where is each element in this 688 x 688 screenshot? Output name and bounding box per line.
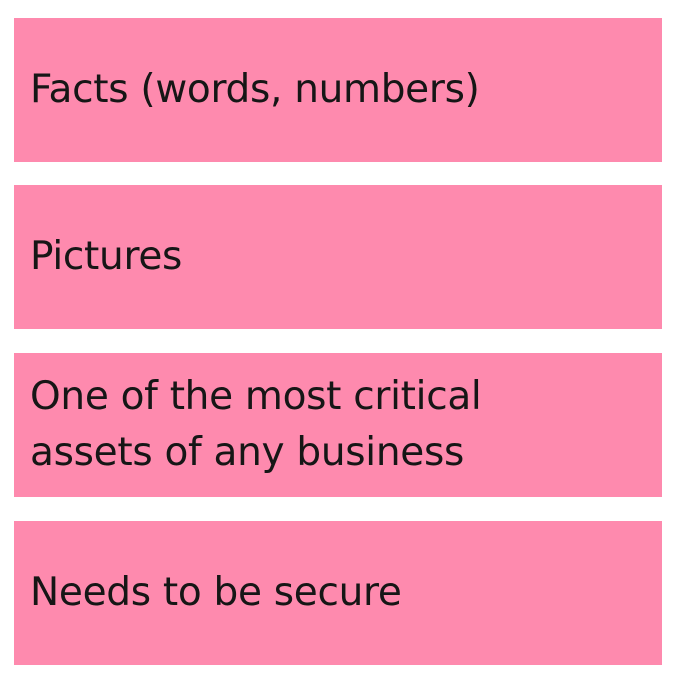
card-label: One of the most critical assets of any b… [30,374,482,475]
card-label: Needs to be secure [30,570,402,615]
card-critical-assets: One of the most critical assets of any b… [14,353,662,497]
card-facts: Facts (words, numbers) [14,18,662,162]
card-pictures: Pictures [14,185,662,329]
card-label: Pictures [30,234,183,279]
card-secure: Needs to be secure [14,521,662,665]
card-label: Facts (words, numbers) [30,67,480,112]
